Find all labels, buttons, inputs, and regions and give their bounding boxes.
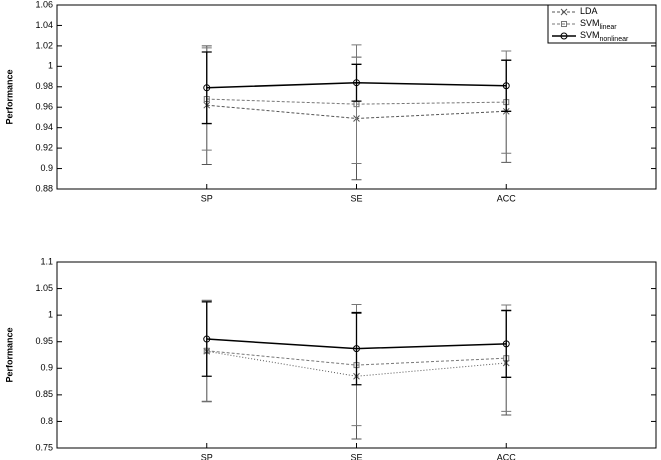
legend-subscript: nonlinear [600, 36, 629, 43]
marker [203, 84, 211, 92]
x-tick-label: SE [350, 452, 362, 460]
y-tick-label: 0.9 [40, 363, 53, 373]
legend-name: SVM [580, 18, 600, 28]
y-tick-label: 0.75 [35, 442, 53, 452]
error-bar [501, 309, 512, 378]
y-tick-label: 0.92 [35, 142, 53, 152]
y-tick-label: 1.05 [35, 283, 53, 293]
y-tick-label: 0.88 [35, 183, 53, 193]
y-tick-label: 0.8 [40, 416, 53, 426]
x-tick-label: ACC [497, 193, 517, 203]
y-tick-label: 1.02 [35, 40, 53, 50]
x-tick-label: SP [201, 452, 213, 460]
y-axis-label: Performance [4, 327, 14, 382]
legend-name: LDA [580, 6, 598, 16]
y-tick-label: 0.98 [35, 81, 53, 91]
marker [353, 345, 360, 353]
legend-label: SVMnonlinear [580, 30, 629, 42]
x-tick-label: ACC [497, 452, 517, 460]
error-bar [201, 51, 212, 125]
x-tick-label: SP [201, 193, 213, 203]
error-bar [351, 63, 362, 102]
y-axis-label: Performance [4, 69, 14, 124]
y-tick-label: 1 [48, 310, 53, 320]
error-bar [201, 301, 212, 377]
marker [502, 82, 510, 90]
marker [353, 79, 360, 87]
marker [203, 335, 211, 343]
y-tick-label: 0.94 [35, 122, 53, 132]
y-tick-label: 0.9 [40, 163, 53, 173]
y-tick-label: 0.95 [35, 336, 53, 346]
y-tick-label: 1.06 [35, 0, 53, 9]
error-bar [351, 311, 362, 386]
legend-marker [560, 32, 568, 40]
x-tick-label: SE [350, 193, 362, 203]
marker [502, 340, 510, 348]
error-bar [501, 59, 512, 112]
y-tick-label: 0.96 [35, 102, 53, 112]
legend-marker [560, 8, 568, 16]
y-tick-label: 1 [48, 61, 53, 71]
y-tick-label: 1.04 [35, 20, 53, 30]
legend-label: LDA [580, 6, 598, 16]
series-line [206, 350, 507, 377]
legend-name: SVM [580, 30, 600, 40]
legend-label: SVMlinear [580, 18, 617, 30]
y-tick-label: 1.1 [40, 256, 53, 266]
legend-marker [561, 21, 567, 27]
y-tick-label: 0.85 [35, 389, 53, 399]
legend-subscript: linear [600, 24, 618, 31]
